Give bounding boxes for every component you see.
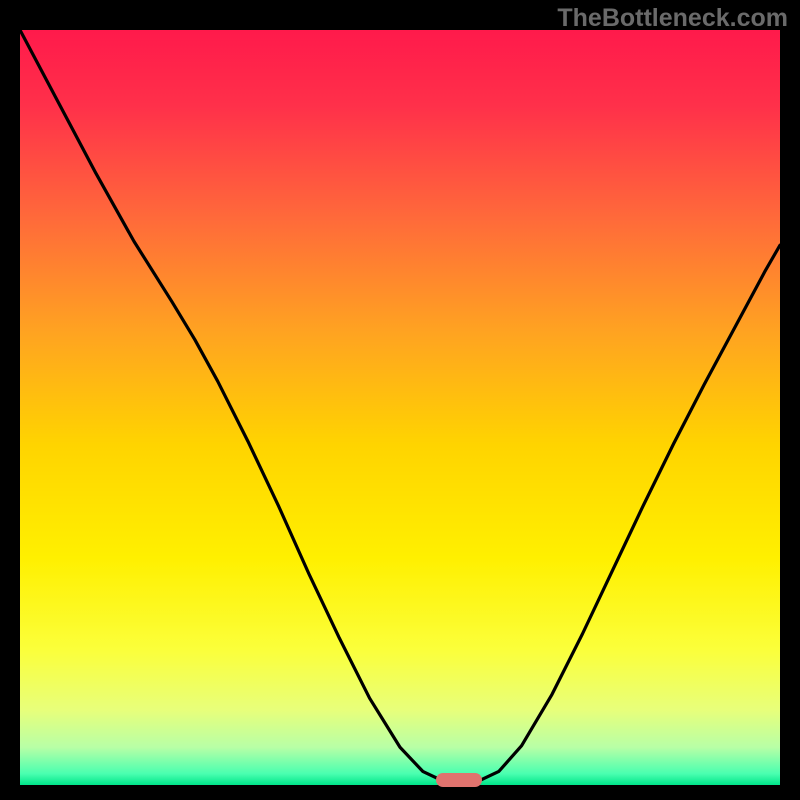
plot-area bbox=[20, 30, 780, 785]
root: { "canvas": { "width": 800, "height": 80… bbox=[0, 0, 800, 800]
optimum-marker bbox=[436, 773, 482, 787]
watermark-text: TheBottleneck.com bbox=[557, 4, 788, 33]
